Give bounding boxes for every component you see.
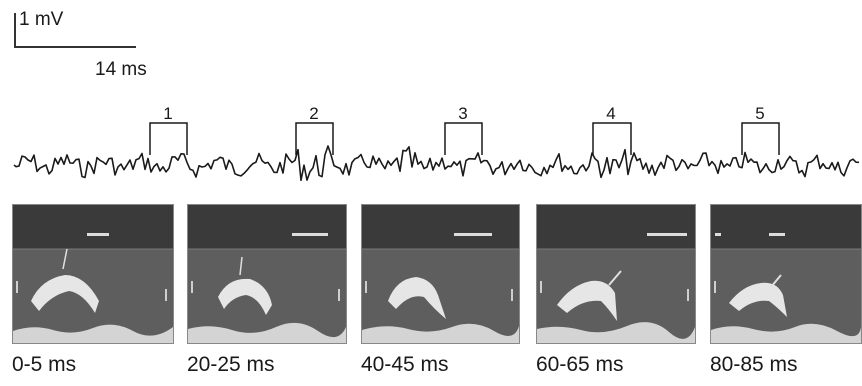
window-label-1: 1 <box>163 104 172 123</box>
frame-caption-3: 40-45 ms <box>361 353 449 376</box>
time-scale-label: 14 ms <box>95 59 147 80</box>
signal-trace-panel: 1 2 3 4 5 <box>13 104 860 182</box>
window-marker-5: 5 <box>741 104 780 155</box>
frame-caption-5: 80-85 ms <box>710 353 798 376</box>
video-frame-3 <box>361 204 520 344</box>
window-marker-1: 1 <box>149 104 188 155</box>
window-marker-3: 3 <box>444 104 483 155</box>
window-label-4: 4 <box>606 104 615 123</box>
video-frame-2 <box>187 204 347 344</box>
signal-trace <box>13 145 860 182</box>
time-scale-bar <box>14 46 136 48</box>
window-label-3: 3 <box>458 104 467 123</box>
voltage-scale-label: 1 mV <box>19 9 64 30</box>
window-label-5: 5 <box>755 104 764 123</box>
video-frame-5 <box>710 204 862 344</box>
window-marker-2: 2 <box>295 104 334 155</box>
video-frame-1 <box>12 204 174 344</box>
frame-caption-1: 0-5 ms <box>12 353 77 376</box>
window-marker-4: 4 <box>592 104 632 155</box>
video-frame-4 <box>536 204 696 344</box>
frame-caption-2: 20-25 ms <box>187 353 275 376</box>
window-label-2: 2 <box>309 104 318 123</box>
voltage-scale-bar <box>14 13 16 47</box>
frame-caption-4: 60-65 ms <box>536 353 624 376</box>
